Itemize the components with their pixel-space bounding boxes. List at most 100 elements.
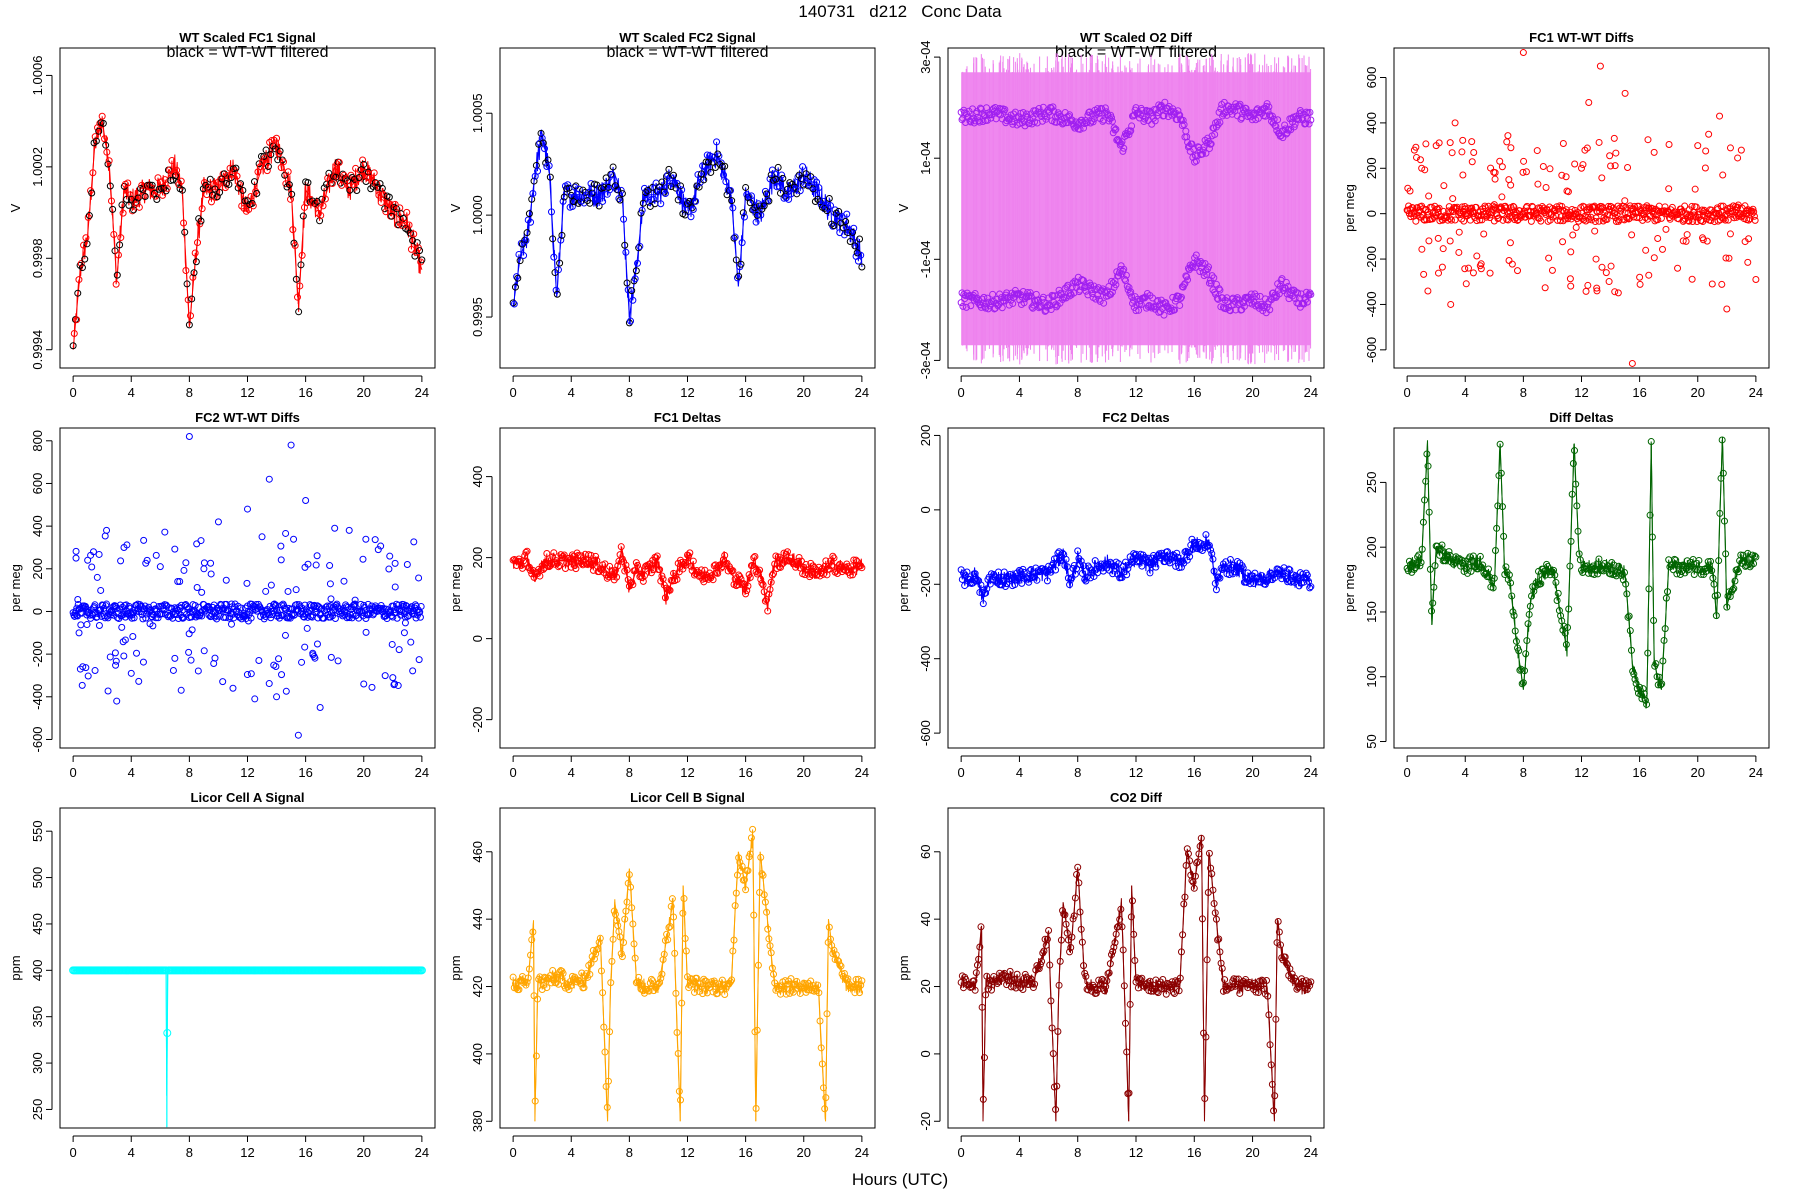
data-point xyxy=(850,556,858,564)
data-point xyxy=(752,1104,760,1112)
data-point xyxy=(846,983,854,991)
y-tick-label: 400 xyxy=(30,959,45,981)
data-point xyxy=(98,601,106,609)
data-point xyxy=(1486,269,1494,277)
x-tick-label: 0 xyxy=(70,1145,77,1160)
data-point xyxy=(983,585,991,593)
data-point xyxy=(1691,185,1699,193)
data-point xyxy=(1682,237,1690,245)
data-point xyxy=(820,570,828,578)
data-point xyxy=(1216,574,1224,582)
data-point xyxy=(118,623,126,631)
data-point xyxy=(987,114,995,122)
data-point xyxy=(688,204,696,212)
data-point xyxy=(411,252,419,260)
data-point xyxy=(1610,134,1618,142)
data-point xyxy=(1567,248,1575,256)
data-point xyxy=(1303,298,1311,306)
data-point xyxy=(106,182,114,190)
data-point xyxy=(1300,578,1308,586)
series-segment xyxy=(1201,834,1205,1122)
data-point xyxy=(1066,581,1074,589)
chart-title: FC1 WT-WT Diffs xyxy=(1529,30,1634,45)
data-point xyxy=(209,191,217,199)
data-point xyxy=(98,112,106,120)
data-point xyxy=(1517,665,1525,673)
data-point xyxy=(600,1023,608,1031)
data-point xyxy=(1506,239,1514,247)
data-point xyxy=(334,657,342,665)
plot-area xyxy=(509,129,866,327)
data-point xyxy=(738,862,746,870)
data-point xyxy=(394,682,402,690)
data-point xyxy=(595,938,603,946)
data-point xyxy=(715,562,723,570)
data-point xyxy=(518,240,526,248)
plot-area xyxy=(1403,49,1760,367)
data-point xyxy=(763,908,771,916)
data-point xyxy=(1122,271,1130,279)
data-point xyxy=(670,171,678,179)
data-point xyxy=(349,180,357,188)
data-point xyxy=(761,597,769,605)
data-point xyxy=(1734,568,1742,576)
data-point xyxy=(545,162,553,170)
data-point xyxy=(331,615,339,623)
data-point xyxy=(1644,136,1652,144)
data-point xyxy=(1161,98,1169,106)
x-tick-label: 16 xyxy=(298,1145,312,1160)
data-point xyxy=(746,574,754,582)
data-point xyxy=(112,280,120,288)
data-point xyxy=(1435,269,1443,277)
data-point xyxy=(1307,290,1315,298)
series-segment xyxy=(759,851,768,920)
data-point xyxy=(1679,237,1687,245)
data-point xyxy=(1511,216,1519,224)
data-point xyxy=(711,979,719,987)
data-point xyxy=(1177,293,1185,301)
data-point xyxy=(1487,164,1495,172)
data-point xyxy=(281,604,289,612)
data-point xyxy=(541,564,549,572)
data-point xyxy=(962,303,970,311)
data-point xyxy=(814,981,822,989)
data-point xyxy=(113,697,121,705)
data-point xyxy=(327,595,335,603)
data-point xyxy=(1607,262,1615,270)
data-point xyxy=(166,166,174,174)
data-point xyxy=(686,549,694,557)
x-tick-label: 20 xyxy=(357,385,371,400)
data-point xyxy=(765,590,773,598)
data-point xyxy=(388,212,396,220)
data-point xyxy=(1660,636,1668,644)
data-point xyxy=(1498,193,1506,201)
data-point xyxy=(1179,116,1187,124)
y-tick-label: -200 xyxy=(30,641,45,667)
data-point xyxy=(125,604,133,612)
data-point xyxy=(1641,696,1649,704)
data-point xyxy=(783,980,791,988)
data-point xyxy=(1486,573,1494,581)
data-point xyxy=(377,542,385,550)
data-point xyxy=(107,197,115,205)
data-point xyxy=(631,275,639,283)
data-point xyxy=(560,551,568,559)
data-point xyxy=(1090,572,1098,580)
data-point xyxy=(1266,306,1274,314)
data-point xyxy=(1497,469,1505,477)
y-tick-label: 1.0000 xyxy=(470,195,485,235)
data-point xyxy=(524,974,532,982)
data-point xyxy=(97,586,105,594)
data-point xyxy=(219,678,227,686)
data-point xyxy=(1211,131,1219,139)
data-point xyxy=(1291,295,1299,303)
data-point xyxy=(88,563,96,571)
data-point xyxy=(653,552,661,560)
data-point xyxy=(1213,118,1221,126)
data-point xyxy=(1708,567,1716,575)
data-point xyxy=(294,731,302,739)
data-point xyxy=(790,558,798,566)
data-point xyxy=(1166,559,1174,567)
